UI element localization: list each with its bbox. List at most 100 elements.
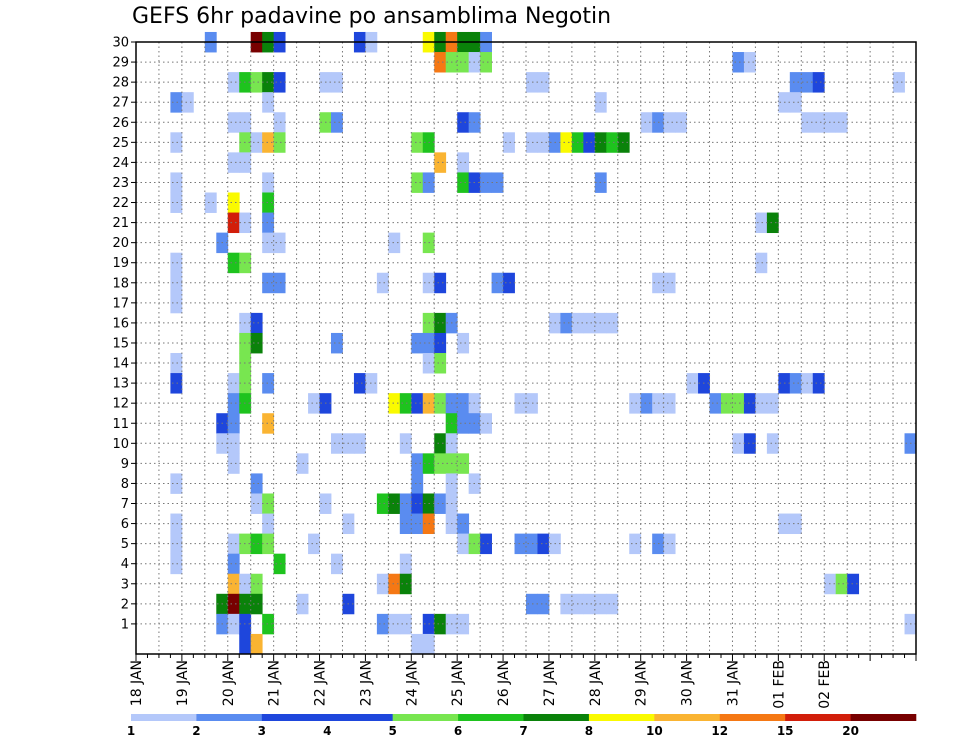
precip-cell bbox=[273, 132, 286, 153]
precip-cell bbox=[227, 553, 240, 575]
precip-cell bbox=[170, 192, 183, 213]
y-tick-label: 15 bbox=[112, 336, 129, 351]
y-tick-label: 25 bbox=[112, 136, 129, 151]
colorbar-segment bbox=[523, 714, 590, 721]
precip-cell bbox=[388, 493, 401, 514]
colorbar-segment bbox=[850, 714, 917, 721]
precip-cell bbox=[663, 272, 676, 294]
precip-cell bbox=[376, 573, 389, 595]
precip-cell bbox=[434, 453, 447, 474]
precip-cell bbox=[204, 192, 217, 213]
precip-cell bbox=[812, 112, 825, 133]
precip-cell bbox=[250, 633, 263, 655]
x-tick-label: 18 JAN bbox=[129, 660, 145, 706]
precip-cell bbox=[560, 312, 573, 334]
y-tick-label: 9 bbox=[121, 457, 129, 472]
precip-cell bbox=[331, 553, 343, 575]
precip-cell bbox=[262, 92, 275, 113]
y-tick-label: 20 bbox=[112, 236, 129, 251]
precip-cell bbox=[663, 112, 676, 133]
precip-cell bbox=[170, 533, 183, 555]
colorbar-segment bbox=[327, 714, 393, 721]
precip-cell bbox=[399, 493, 412, 514]
precip-cell bbox=[331, 433, 343, 454]
precip-cell bbox=[227, 433, 240, 454]
y-tick-label: 30 bbox=[112, 36, 129, 51]
precip-cell bbox=[273, 72, 286, 93]
precip-cell bbox=[262, 613, 275, 635]
precip-cell bbox=[755, 393, 768, 414]
precip-cell bbox=[743, 393, 756, 414]
precip-cell bbox=[640, 112, 653, 133]
colorbar-label: 15 bbox=[777, 724, 794, 738]
precip-cell bbox=[480, 533, 492, 555]
colorbar-label: 5 bbox=[388, 724, 396, 738]
precip-cell bbox=[434, 353, 447, 374]
precip-cell bbox=[411, 513, 424, 535]
precip-cell bbox=[434, 152, 447, 173]
x-tick-label: 20 JAN bbox=[221, 660, 237, 706]
x-tick-label: 31 JAN bbox=[725, 660, 741, 706]
precip-cell bbox=[514, 393, 527, 414]
precip-cell bbox=[227, 533, 240, 555]
y-tick-label: 10 bbox=[112, 437, 129, 452]
precip-cell bbox=[411, 332, 424, 354]
precip-cell bbox=[434, 433, 447, 454]
colorbar-segment bbox=[588, 714, 655, 721]
precip-cell bbox=[893, 72, 905, 93]
precip-cell bbox=[262, 513, 275, 535]
precip-cell bbox=[376, 493, 389, 514]
precip-cell bbox=[503, 132, 515, 153]
x-tick-label: 29 JAN bbox=[634, 660, 650, 706]
precip-cell bbox=[434, 52, 447, 73]
precip-cell bbox=[457, 172, 470, 193]
y-tick-label: 4 bbox=[121, 557, 129, 572]
precip-cell bbox=[606, 132, 619, 153]
heatmap-cells bbox=[170, 31, 917, 655]
x-tick-label: 19 JAN bbox=[175, 660, 191, 706]
precip-cell bbox=[376, 613, 389, 635]
precip-cell bbox=[170, 252, 183, 274]
precip-cell bbox=[434, 493, 447, 514]
colorbar-label: 4 bbox=[323, 724, 331, 738]
y-tick-label: 29 bbox=[112, 56, 129, 71]
x-tick-label: 22 JAN bbox=[313, 660, 329, 706]
precip-cell bbox=[835, 573, 848, 595]
colorbar-label: 10 bbox=[646, 724, 663, 738]
precip-cell bbox=[606, 593, 619, 615]
y-tick-label: 16 bbox=[112, 316, 129, 331]
precip-cell bbox=[227, 453, 240, 474]
colorbar-segment bbox=[196, 714, 263, 721]
y-tick-label: 11 bbox=[112, 417, 129, 432]
colorbar-segment bbox=[392, 714, 459, 721]
colorbar-segment bbox=[654, 714, 721, 721]
precip-cell bbox=[262, 172, 275, 193]
x-tick-label: 25 JAN bbox=[450, 660, 466, 706]
precip-cell bbox=[606, 312, 619, 334]
precip-cell bbox=[457, 413, 470, 434]
precip-cell bbox=[273, 553, 286, 575]
precip-cell bbox=[227, 212, 240, 234]
precip-cell bbox=[457, 112, 470, 133]
precip-cell bbox=[227, 252, 240, 274]
colorbar-segment bbox=[131, 714, 197, 721]
colorbar-segment bbox=[785, 714, 851, 721]
precip-cell bbox=[262, 232, 275, 254]
precip-cell bbox=[789, 513, 802, 535]
precip-cell bbox=[411, 493, 424, 514]
colorbar-label: 12 bbox=[711, 724, 728, 738]
precip-cell bbox=[239, 633, 252, 655]
precip-cell bbox=[376, 272, 389, 294]
y-tick-label: 22 bbox=[112, 196, 129, 211]
precip-cell bbox=[250, 493, 263, 514]
colorbar-segment bbox=[261, 714, 328, 721]
y-axis: 1234567891011121314151617181920212223242… bbox=[112, 36, 136, 632]
y-tick-label: 17 bbox=[112, 296, 129, 311]
precip-cell bbox=[583, 132, 596, 153]
precip-cell bbox=[388, 232, 401, 254]
y-tick-label: 14 bbox=[112, 357, 129, 372]
precip-cell bbox=[411, 633, 424, 655]
precip-cell bbox=[388, 573, 401, 595]
precip-cell bbox=[250, 533, 263, 555]
y-tick-label: 18 bbox=[112, 276, 129, 291]
